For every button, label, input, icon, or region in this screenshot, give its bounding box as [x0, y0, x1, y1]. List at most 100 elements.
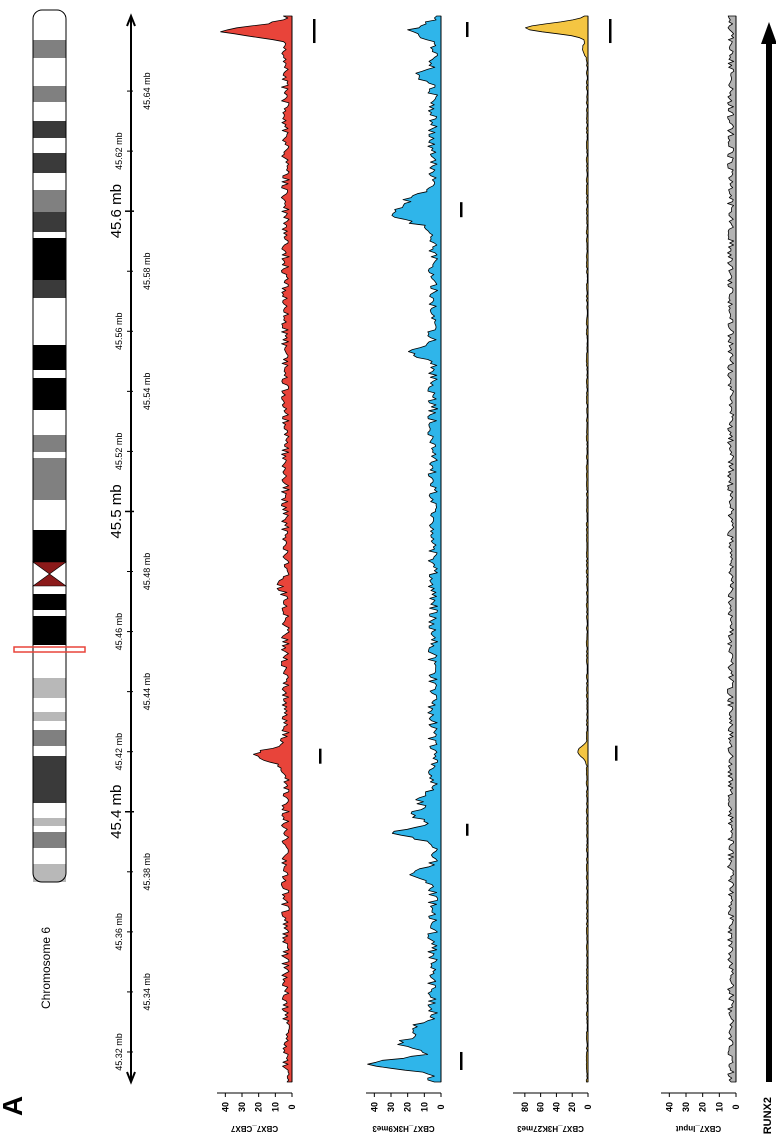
ideogram-band [33, 818, 66, 826]
genome-axis-arrow-bottom [126, 1071, 136, 1085]
minor-tick-label: 45.48 mb [142, 553, 152, 591]
minor-tick-label: 45.38 mb [142, 853, 152, 891]
major-tick-label: 45.6 mb [108, 184, 125, 238]
ideogram-band [33, 500, 66, 530]
value-axis-tick-label: 0 [583, 1104, 593, 1109]
track-CBX7_H3K9me3: 0 10 20 30 40 CBX7_H3K9me3 [366, 15, 469, 1133]
gene-track: RUNX2 [761, 22, 776, 1134]
genome-axis-arrow-top [126, 13, 136, 27]
minor-tick-label: 45.44 mb [142, 673, 152, 711]
called-region [460, 202, 463, 218]
centromere-upper [32, 561, 67, 575]
value-axis-tick-label: 30 [237, 1102, 247, 1112]
track-name: CBX7_CBX7 [230, 1124, 278, 1133]
ideogram-band [33, 452, 66, 458]
ideogram-band [33, 586, 66, 594]
chromosome-label: Chromosome 6 [39, 927, 53, 1009]
value-axis-tick-label: 80 [520, 1102, 530, 1112]
called-region [466, 823, 469, 836]
ideogram-band [33, 14, 66, 40]
minor-tick-label: 45.64 mb [142, 72, 152, 110]
ideogram-band [33, 458, 66, 500]
value-axis-tick-label: 20 [698, 1102, 708, 1112]
major-tick-label: 45.4 mb [108, 785, 125, 839]
value-axis-tick-label: 20 [567, 1102, 577, 1112]
minor-tick-label: 45.34 mb [142, 973, 152, 1011]
ideogram-band [33, 102, 66, 121]
ideogram-band [33, 756, 66, 803]
signal-area-CBX7_Input [727, 15, 737, 1083]
ideogram-band [33, 378, 66, 410]
value-axis-tick-label: 10 [714, 1102, 724, 1112]
signal-tracks: 0 10 20 30 40 CBX7_CBX7 0 10 20 30 40 CBX7_H3K9me3 0… [217, 15, 741, 1133]
value-axis-tick-label: 40 [369, 1102, 379, 1112]
centromere-lower [32, 573, 67, 587]
called-region [313, 19, 316, 44]
ideogram-band [33, 435, 66, 452]
minor-tick-label: 45.32 mb [114, 1033, 124, 1071]
ideogram-band [33, 153, 66, 173]
ideogram-band [33, 40, 66, 58]
ideogram-band [33, 864, 66, 882]
track-name: CBX7_H3K9me3 [372, 1124, 435, 1133]
minor-tick-label: 45.62 mb [114, 132, 124, 170]
ideogram-band [33, 298, 66, 345]
called-region [609, 19, 612, 44]
chromosome-ideogram [13, 9, 86, 883]
track-name: CBX7_Input [676, 1124, 722, 1133]
value-axis-tick-label: 40 [551, 1102, 561, 1112]
ideogram-band [33, 721, 66, 730]
ideogram-band [33, 173, 66, 190]
ideogram-band [33, 232, 66, 238]
ideogram-band [33, 826, 66, 832]
track-CBX7_Input: 0 10 20 30 40 CBX7_Input [661, 15, 741, 1133]
minor-tick-label: 45.54 mb [142, 373, 152, 411]
ideogram-band [33, 58, 66, 86]
ideogram-outline [32, 9, 67, 883]
track-name: CBX7_H3K27me3 [517, 1124, 584, 1133]
ideogram-band [33, 746, 66, 756]
value-axis-tick-label: 30 [386, 1102, 396, 1112]
value-axis-tick-label: 0 [436, 1104, 446, 1109]
signal-area-CBX7_H3K9me3 [367, 15, 442, 1083]
ideogram-band [33, 138, 66, 153]
ideogram-band [33, 645, 66, 678]
called-region [319, 748, 322, 764]
ideogram-band [33, 610, 66, 616]
called-region [466, 22, 469, 38]
track-CBX7_CBX7: 0 10 20 30 40 CBX7_CBX7 [217, 15, 322, 1133]
ideogram-band [33, 803, 66, 818]
ideogram-band [33, 410, 66, 435]
value-axis: 0 10 20 30 40 [217, 1092, 297, 1112]
major-tick-label: 45.5 mb [108, 484, 125, 538]
ideogram-band [33, 832, 66, 848]
ideogram-band [33, 121, 66, 138]
ideogram-band [33, 678, 66, 698]
genome-axis: 45.32 mb 45.34 mb 45.36 mb 45.38 mb 45.42 mb… [108, 13, 152, 1085]
minor-tick-label: 45.52 mb [114, 433, 124, 471]
ideogram-band [33, 530, 66, 562]
value-axis: 0 20 40 60 80 [513, 1092, 593, 1112]
value-axis-tick-label: 20 [254, 1102, 264, 1112]
ideogram-band [33, 212, 66, 232]
ideogram-band [33, 370, 66, 378]
value-axis-tick-label: 0 [287, 1104, 297, 1109]
ideogram-band [33, 712, 66, 721]
value-axis-tick-label: 60 [536, 1102, 546, 1112]
ideogram-band [33, 345, 66, 370]
value-axis-tick-label: 0 [731, 1104, 741, 1109]
value-axis: 0 10 20 30 40 [366, 1092, 446, 1112]
gene-label: RUNX2 [762, 1097, 774, 1134]
ideogram-band [33, 280, 66, 298]
ideogram-band [33, 848, 66, 864]
minor-tick-label: 45.42 mb [114, 733, 124, 771]
ideogram-band [33, 86, 66, 102]
value-axis-tick-label: 10 [419, 1102, 429, 1112]
minor-tick-label: 45.56 mb [114, 313, 124, 351]
minor-tick-label: 45.58 mb [142, 252, 152, 290]
value-axis-tick-label: 30 [681, 1102, 691, 1112]
value-axis-tick-label: 40 [664, 1102, 674, 1112]
ideogram-band [33, 238, 66, 280]
panel-label: A [0, 1096, 28, 1116]
